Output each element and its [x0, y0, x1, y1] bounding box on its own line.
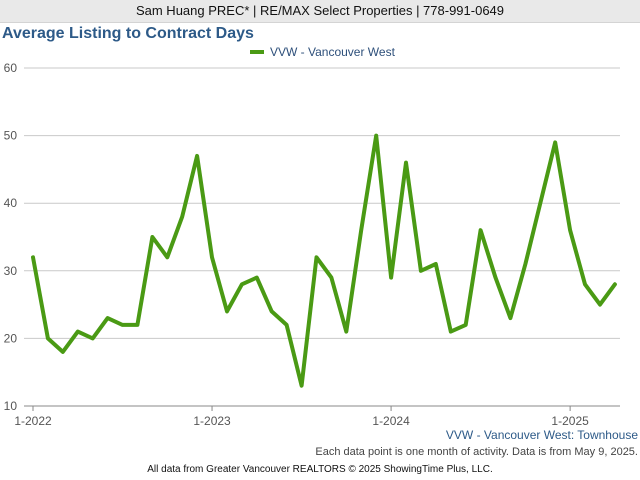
legend-label: VVW - Vancouver West — [270, 45, 395, 59]
data-point — [31, 255, 35, 259]
chart-caption: VVW - Vancouver West: Townhouse — [445, 428, 638, 442]
data-point — [583, 282, 587, 286]
y-tick-label: 30 — [4, 264, 18, 278]
data-point — [135, 323, 139, 327]
data-point — [210, 255, 214, 259]
data-point — [419, 269, 423, 273]
data-point — [553, 140, 557, 144]
data-point — [374, 134, 378, 138]
data-point — [494, 276, 498, 280]
x-tick-label: 1-2024 — [372, 414, 410, 428]
data-point — [359, 228, 363, 232]
data-point — [255, 276, 259, 280]
data-point — [91, 336, 95, 340]
data-point — [568, 228, 572, 232]
data-point — [598, 303, 602, 307]
data-point — [240, 282, 244, 286]
data-point — [165, 255, 169, 259]
data-point — [329, 276, 333, 280]
data-point — [225, 309, 229, 313]
agent-banner: Sam Huang PREC* | RE/MAX Select Properti… — [0, 0, 640, 23]
chart-title: Average Listing to Contract Days — [2, 25, 254, 42]
y-tick-label: 40 — [4, 196, 18, 210]
legend: VVW - Vancouver West — [250, 45, 395, 59]
legend-swatch — [250, 50, 264, 54]
data-point — [195, 154, 199, 158]
data-point — [479, 228, 483, 232]
data-point — [180, 215, 184, 219]
data-point — [46, 336, 50, 340]
x-tick-label: 1-2025 — [551, 414, 589, 428]
data-point — [314, 255, 318, 259]
data-point — [150, 235, 154, 239]
data-point — [76, 330, 80, 334]
y-tick-label: 10 — [4, 399, 18, 413]
data-point — [344, 330, 348, 334]
data-point — [464, 323, 468, 327]
y-tick-label: 20 — [4, 331, 18, 345]
y-tick-label: 50 — [4, 129, 18, 143]
data-point — [300, 384, 304, 388]
data-point — [285, 323, 289, 327]
series-line — [31, 133, 617, 388]
data-point — [523, 262, 527, 266]
data-note: Each data point is one month of activity… — [315, 446, 638, 458]
data-point — [404, 161, 408, 165]
data-point — [538, 201, 542, 205]
data-point — [449, 330, 453, 334]
data-point — [613, 282, 617, 286]
data-point — [121, 323, 125, 327]
data-point — [61, 350, 65, 354]
data-point — [106, 316, 110, 320]
y-tick-label: 60 — [4, 61, 18, 75]
x-tick-label: 1-2023 — [193, 414, 231, 428]
x-tick-label: 1-2022 — [14, 414, 52, 428]
data-point — [270, 309, 274, 313]
data-point — [508, 316, 512, 320]
data-point — [434, 262, 438, 266]
data-point — [389, 276, 393, 280]
footer-credit: All data from Greater Vancouver REALTORS… — [147, 464, 493, 475]
